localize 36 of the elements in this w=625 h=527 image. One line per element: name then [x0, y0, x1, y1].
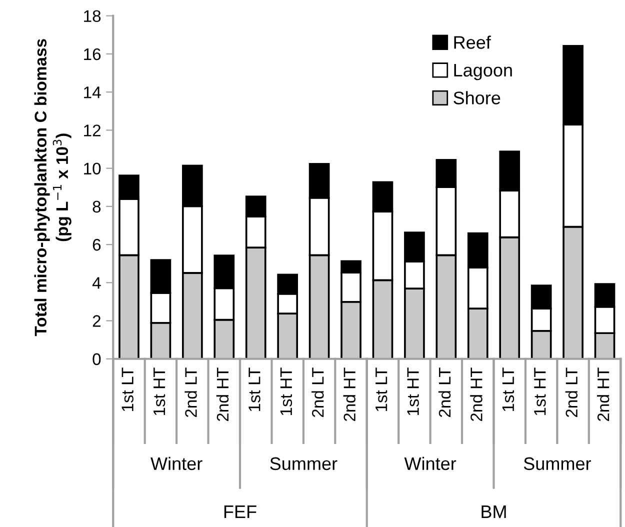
y-tick-label: 2: [92, 315, 100, 327]
x-tick-label: 1st LT: [122, 368, 134, 412]
text: Winter: [150, 456, 202, 470]
y-tick-label: 18: [84, 10, 101, 22]
text: Winter: [404, 456, 456, 470]
legend-label: Shore: [454, 91, 500, 104]
x-tick-label: 2nd LT: [438, 368, 451, 418]
x-tick-label: 2nd HT: [596, 368, 610, 422]
text: Summer: [524, 457, 591, 470]
x-tick-label: 1st HT: [280, 368, 292, 416]
text: BM: [482, 506, 506, 518]
y-tick-label: 16: [84, 48, 101, 60]
text: Summer: [270, 457, 338, 470]
y-tick-label: 0: [92, 353, 101, 366]
x-tick-label: 2nd HT: [343, 368, 356, 422]
x-tick-label: 1st HT: [407, 368, 419, 416]
x-tick-label: 1st HT: [154, 368, 166, 416]
x-tick-label: 1st LT: [376, 368, 388, 412]
text: FEF: [224, 506, 256, 518]
y-tick-label: 10: [84, 162, 101, 174]
x-tick-label: 2nd HT: [216, 368, 229, 422]
y-tick-label: 8: [92, 200, 101, 213]
y-tick-label: 12: [84, 124, 100, 136]
legend-label: Lagoon: [454, 64, 512, 80]
y-axis-title: Total micro-phytoplankton C biomass (pg L$^{−1}$ x 10$^{3}$): [34, 39, 72, 336]
y-tick-label: 6: [92, 238, 101, 251]
x-tick-label: 2nd LT: [565, 368, 578, 418]
y-tick-label: 14: [84, 86, 101, 98]
x-tick-label: 1st LT: [248, 368, 260, 412]
x-tick-label: 2nd HT: [470, 368, 482, 422]
y-tick-label: 4: [92, 277, 101, 289]
x-tick-label: 1st LT: [502, 368, 514, 412]
x-tick-label: 1st HT: [534, 368, 546, 416]
legend-label: Reef: [454, 36, 491, 49]
x-tick-label: 2nd LT: [312, 368, 324, 418]
x-tick-label: 2nd LT: [184, 368, 197, 418]
